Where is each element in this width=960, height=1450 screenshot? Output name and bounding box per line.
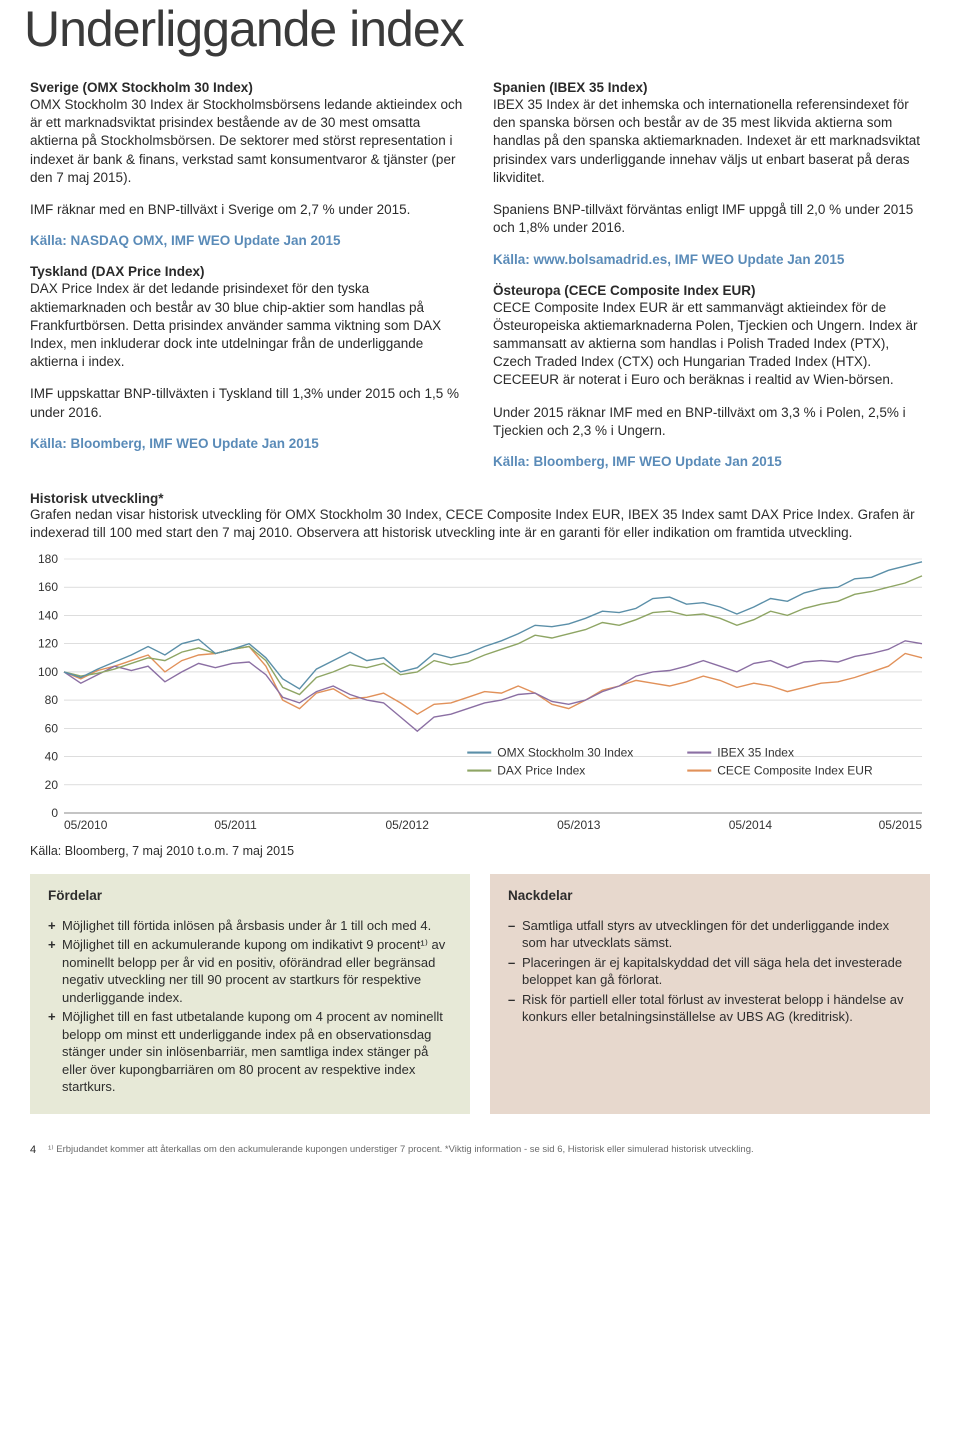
svg-text:05/2011: 05/2011 <box>214 818 257 832</box>
source-easteurope: Källa: Bloomberg, IMF WEO Update Jan 201… <box>493 454 930 469</box>
disadvantages-title: Nackdelar <box>508 888 912 903</box>
svg-text:20: 20 <box>45 777 59 791</box>
svg-text:DAX Price Index: DAX Price Index <box>497 763 585 777</box>
svg-text:160: 160 <box>38 580 58 594</box>
right-column: Spanien (IBEX 35 Index) IBEX 35 Index är… <box>493 80 930 485</box>
body-sweden-1: OMX Stockholm 30 Index är Stockholmsbörs… <box>30 96 467 187</box>
svg-text:100: 100 <box>38 664 58 678</box>
footer: 4 ¹⁾ Erbjudandet kommer att återkallas o… <box>30 1144 930 1156</box>
source-germany: Källa: Bloomberg, IMF WEO Update Jan 201… <box>30 436 467 451</box>
svg-text:05/2014: 05/2014 <box>729 818 773 832</box>
body-easteurope-1: CECE Composite Index EUR är ett sammanvä… <box>493 299 930 390</box>
page-title: Underliggande index <box>24 0 930 58</box>
body-sweden-2: IMF räknar med en BNP-tillväxt i Sverige… <box>30 201 467 219</box>
svg-text:40: 40 <box>45 749 59 763</box>
source-sweden: Källa: NASDAQ OMX, IMF WEO Update Jan 20… <box>30 233 467 248</box>
advantage-item: Möjlighet till en ackumulerande kupong o… <box>48 936 452 1006</box>
body-easteurope-2: Under 2015 räknar IMF med en BNP-tillväx… <box>493 404 930 440</box>
heading-spain: Spanien (IBEX 35 Index) <box>493 80 930 95</box>
advantages-list: Möjlighet till förtida inlösen på årsbas… <box>48 917 452 1096</box>
svg-text:140: 140 <box>38 608 58 622</box>
chart-intro: Grafen nedan visar historisk utveckling … <box>30 506 930 542</box>
svg-text:05/2010: 05/2010 <box>64 818 108 832</box>
svg-text:IBEX 35 Index: IBEX 35 Index <box>717 745 794 759</box>
advantage-item: Möjlighet till en fast utbetalande kupon… <box>48 1008 452 1096</box>
disadvantage-item: Samtliga utfall styrs av utvecklingen fö… <box>508 917 912 952</box>
body-germany-2: IMF uppskattar BNP-tillväxten i Tyskland… <box>30 385 467 421</box>
chart-caption: Källa: Bloomberg, 7 maj 2010 t.o.m. 7 ma… <box>30 844 930 858</box>
footer-note: ¹⁾ Erbjudandet kommer att återkallas om … <box>48 1144 754 1155</box>
svg-text:180: 180 <box>38 552 58 566</box>
disadvantages-list: Samtliga utfall styrs av utvecklingen fö… <box>508 917 912 1026</box>
svg-text:0: 0 <box>51 806 58 820</box>
svg-text:80: 80 <box>45 693 59 707</box>
svg-text:05/2012: 05/2012 <box>386 818 430 832</box>
body-spain-1: IBEX 35 Index är det inhemska och intern… <box>493 96 930 187</box>
heading-sweden: Sverige (OMX Stockholm 30 Index) <box>30 80 467 95</box>
line-chart: 0 20 40 60 80 100 120 140 160 180 05/2010 05/2011 05… <box>30 551 930 841</box>
disadvantage-item: Risk för partiell eller total förlust av… <box>508 991 912 1026</box>
disadvantages-box: Nackdelar Samtliga utfall styrs av utvec… <box>490 874 930 1114</box>
advantage-item: Möjlighet till förtida inlösen på årsbas… <box>48 917 452 935</box>
left-column: Sverige (OMX Stockholm 30 Index) OMX Sto… <box>30 80 467 485</box>
body-germany-1: DAX Price Index är det ledande prisindex… <box>30 280 467 371</box>
svg-text:05/2015: 05/2015 <box>879 818 923 832</box>
heading-germany: Tyskland (DAX Price Index) <box>30 264 467 279</box>
heading-easteurope: Östeuropa (CECE Composite Index EUR) <box>493 283 930 298</box>
page-number: 4 <box>30 1144 36 1156</box>
svg-text:05/2013: 05/2013 <box>557 818 601 832</box>
pros-cons-row: Fördelar Möjlighet till förtida inlösen … <box>30 874 930 1114</box>
svg-text:60: 60 <box>45 721 59 735</box>
svg-text:OMX Stockholm 30 Index: OMX Stockholm 30 Index <box>497 745 633 759</box>
source-spain: Källa: www.bolsamadrid.es, IMF WEO Updat… <box>493 252 930 267</box>
advantages-title: Fördelar <box>48 888 452 903</box>
chart-heading: Historisk utveckling* <box>30 491 930 506</box>
svg-text:CECE Composite Index EUR: CECE Composite Index EUR <box>717 763 873 777</box>
advantages-box: Fördelar Möjlighet till förtida inlösen … <box>30 874 470 1114</box>
svg-text:120: 120 <box>38 636 58 650</box>
text-columns: Sverige (OMX Stockholm 30 Index) OMX Sto… <box>30 80 930 485</box>
disadvantage-item: Placeringen är ej kapitalskyddad det vil… <box>508 954 912 989</box>
body-spain-2: Spaniens BNP-tillväxt förväntas enligt I… <box>493 201 930 237</box>
